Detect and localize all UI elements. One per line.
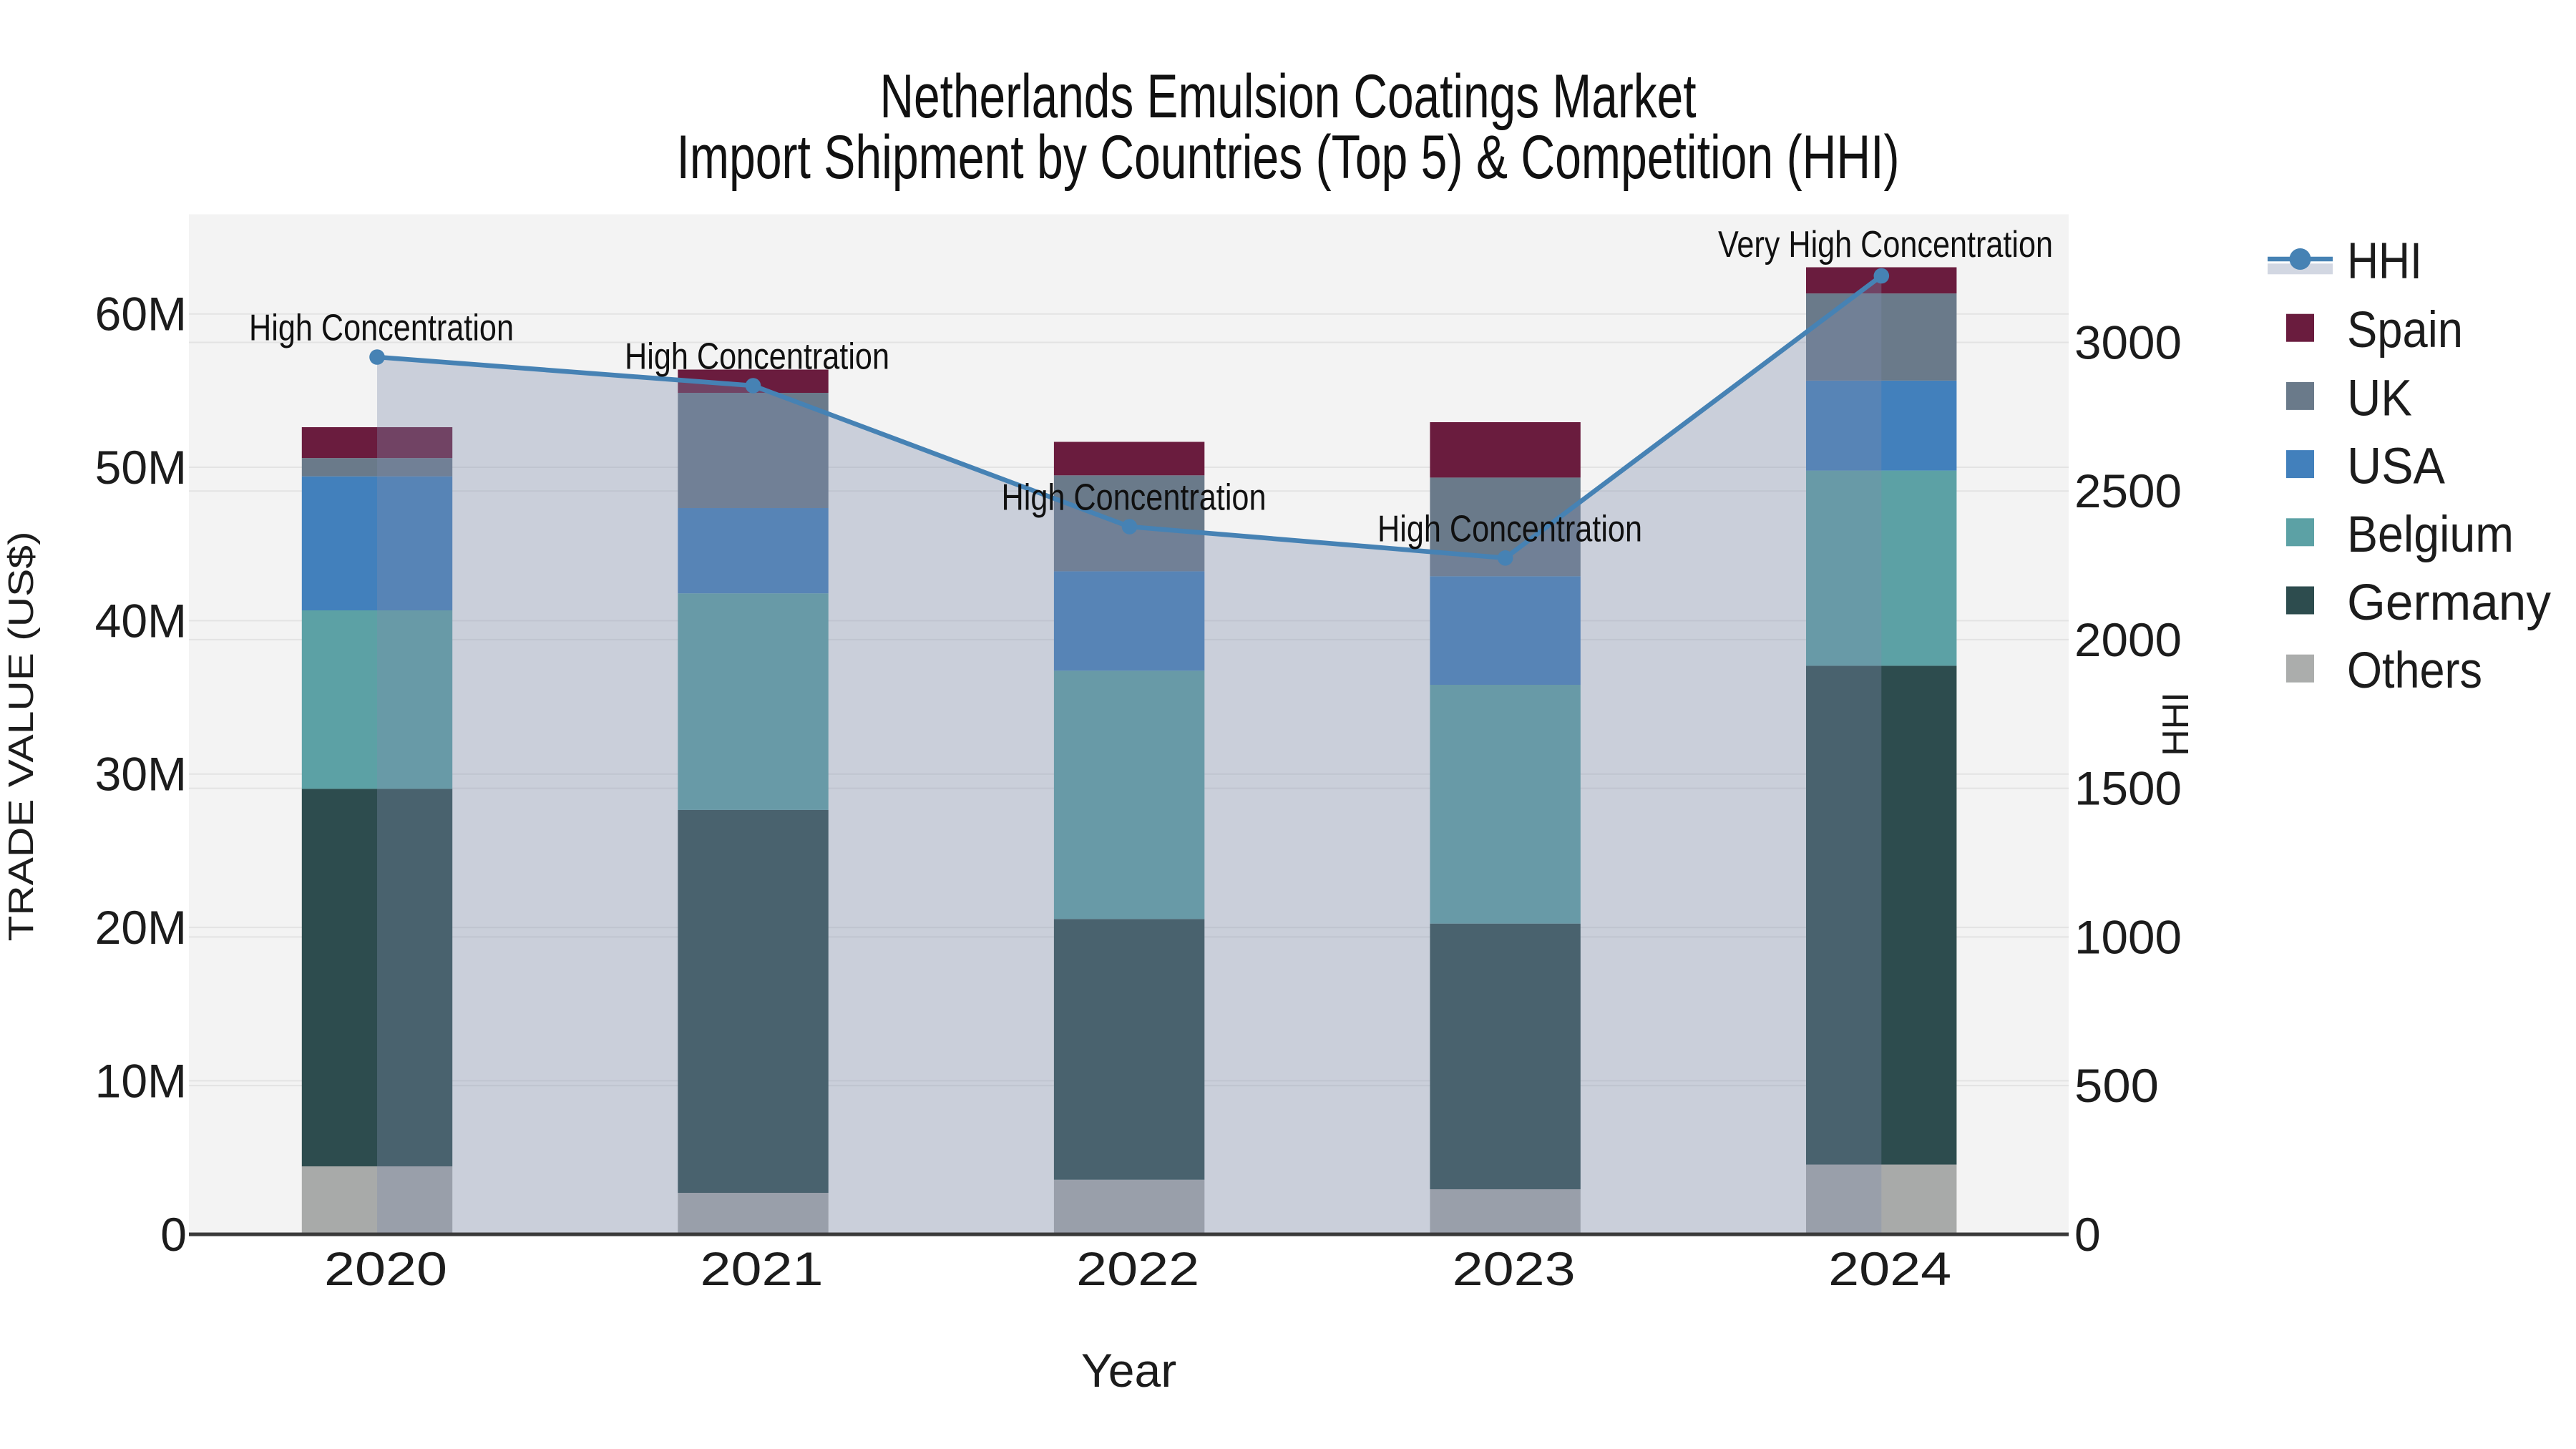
svg-text:Netherlands Emulsion Coatings: Netherlands Emulsion Coatings Market: [880, 62, 1697, 131]
svg-text:High Concentration: High Concentration: [625, 336, 889, 378]
svg-text:20M: 20M: [95, 901, 187, 954]
svg-text:Year: Year: [1081, 1344, 1176, 1397]
svg-text:50M: 50M: [95, 441, 187, 494]
svg-text:2020: 2020: [324, 1242, 447, 1295]
svg-text:Very High Concentration: Very High Concentration: [1718, 224, 2053, 265]
svg-text:Spain: Spain: [2347, 302, 2463, 358]
svg-text:0: 0: [160, 1208, 187, 1261]
svg-text:3000: 3000: [2074, 316, 2182, 369]
svg-text:2024: 2024: [1828, 1242, 1951, 1295]
svg-text:10M: 10M: [95, 1054, 187, 1107]
svg-text:Import Shipment by Countries (: Import Shipment by Countries (Top 5) & C…: [677, 123, 1900, 192]
svg-text:60M: 60M: [95, 288, 187, 341]
svg-text:High Concentration: High Concentration: [1377, 508, 1642, 550]
svg-text:500: 500: [2074, 1059, 2159, 1112]
svg-text:2500: 2500: [2074, 464, 2182, 517]
svg-text:1000: 1000: [2074, 910, 2182, 963]
svg-text:40M: 40M: [95, 594, 187, 647]
svg-text:High Concentration: High Concentration: [249, 308, 514, 349]
svg-text:HHI: HHI: [2155, 692, 2197, 756]
svg-text:2021: 2021: [701, 1242, 824, 1295]
svg-text:2023: 2023: [1453, 1242, 1576, 1295]
svg-text:High Concentration: High Concentration: [1002, 477, 1267, 519]
svg-text:USA: USA: [2347, 439, 2446, 495]
svg-text:2000: 2000: [2074, 613, 2182, 666]
svg-text:30M: 30M: [95, 748, 187, 801]
svg-text:2022: 2022: [1076, 1242, 1199, 1295]
svg-text:0: 0: [2074, 1208, 2101, 1261]
svg-text:UK: UK: [2347, 370, 2412, 426]
svg-text:Belgium: Belgium: [2347, 507, 2514, 563]
svg-text:1500: 1500: [2074, 762, 2182, 815]
svg-text:HHI: HHI: [2347, 233, 2422, 290]
svg-text:Others: Others: [2347, 643, 2482, 699]
svg-text:Germany: Germany: [2347, 575, 2551, 631]
svg-text:TRADE VALUE (US$): TRADE VALUE (US$): [2, 532, 41, 942]
